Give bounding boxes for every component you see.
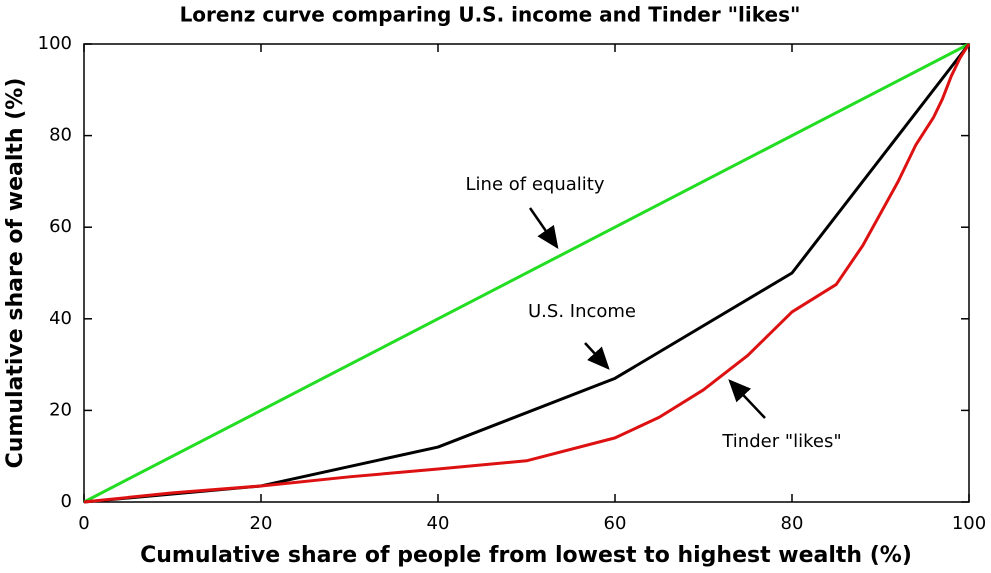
series-label: Tinder "likes" [721, 431, 841, 452]
y-tick-label: 80 [49, 125, 72, 146]
x-tick-label: 40 [427, 513, 450, 534]
x-tick-label: 100 [952, 513, 986, 534]
series-label: U.S. Income [528, 301, 636, 322]
y-tick-label: 100 [38, 33, 72, 54]
y-tick-label: 20 [49, 399, 72, 420]
y-tick-label: 60 [49, 216, 72, 237]
x-tick-label: 20 [250, 513, 273, 534]
y-tick-label: 0 [61, 491, 72, 512]
x-axis-label: Cumulative share of people from lowest t… [140, 543, 912, 568]
y-axis-label: Cumulative share of wealth (%) [3, 78, 28, 469]
series-line [83, 42, 970, 504]
series-label: Line of equality [466, 174, 605, 195]
x-tick-label: 60 [604, 513, 627, 534]
arrow [584, 342, 610, 370]
chart-title: Lorenz curve comparing U.S. income and T… [180, 3, 801, 27]
x-tick-label: 0 [78, 513, 89, 534]
series-line [83, 43, 971, 504]
y-tick-label: 40 [49, 308, 72, 329]
x-tick-label: 80 [781, 513, 804, 534]
plot-frame [83, 43, 970, 503]
arrow [728, 379, 766, 419]
arrow [528, 207, 559, 250]
